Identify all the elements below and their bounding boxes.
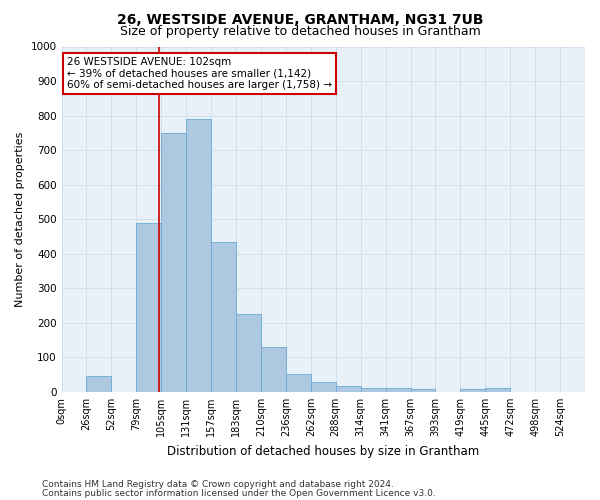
Bar: [161, 133, 186, 392]
Text: 26, WESTSIDE AVENUE, GRANTHAM, NG31 7UB: 26, WESTSIDE AVENUE, GRANTHAM, NG31 7UB: [117, 12, 483, 26]
Bar: [261, 347, 286, 392]
Bar: [386, 388, 410, 392]
Bar: [186, 119, 211, 392]
Text: Size of property relative to detached houses in Grantham: Size of property relative to detached ho…: [119, 25, 481, 38]
Bar: [236, 314, 261, 392]
Bar: [136, 222, 161, 392]
Bar: [86, 376, 112, 392]
Bar: [361, 388, 386, 392]
Text: Contains public sector information licensed under the Open Government Licence v3: Contains public sector information licen…: [42, 488, 436, 498]
Bar: [286, 374, 311, 392]
Bar: [460, 389, 485, 392]
Y-axis label: Number of detached properties: Number of detached properties: [15, 132, 25, 307]
X-axis label: Distribution of detached houses by size in Grantham: Distribution of detached houses by size …: [167, 444, 479, 458]
Bar: [485, 388, 510, 392]
Bar: [410, 389, 436, 392]
Text: Contains HM Land Registry data © Crown copyright and database right 2024.: Contains HM Land Registry data © Crown c…: [42, 480, 394, 489]
Bar: [211, 242, 236, 392]
Bar: [311, 382, 336, 392]
Bar: [336, 386, 361, 392]
Text: 26 WESTSIDE AVENUE: 102sqm
← 39% of detached houses are smaller (1,142)
60% of s: 26 WESTSIDE AVENUE: 102sqm ← 39% of deta…: [67, 57, 332, 90]
